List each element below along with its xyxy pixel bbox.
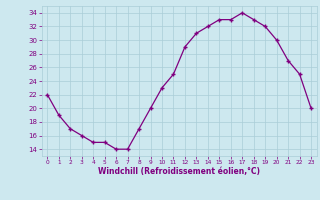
X-axis label: Windchill (Refroidissement éolien,°C): Windchill (Refroidissement éolien,°C) <box>98 167 260 176</box>
